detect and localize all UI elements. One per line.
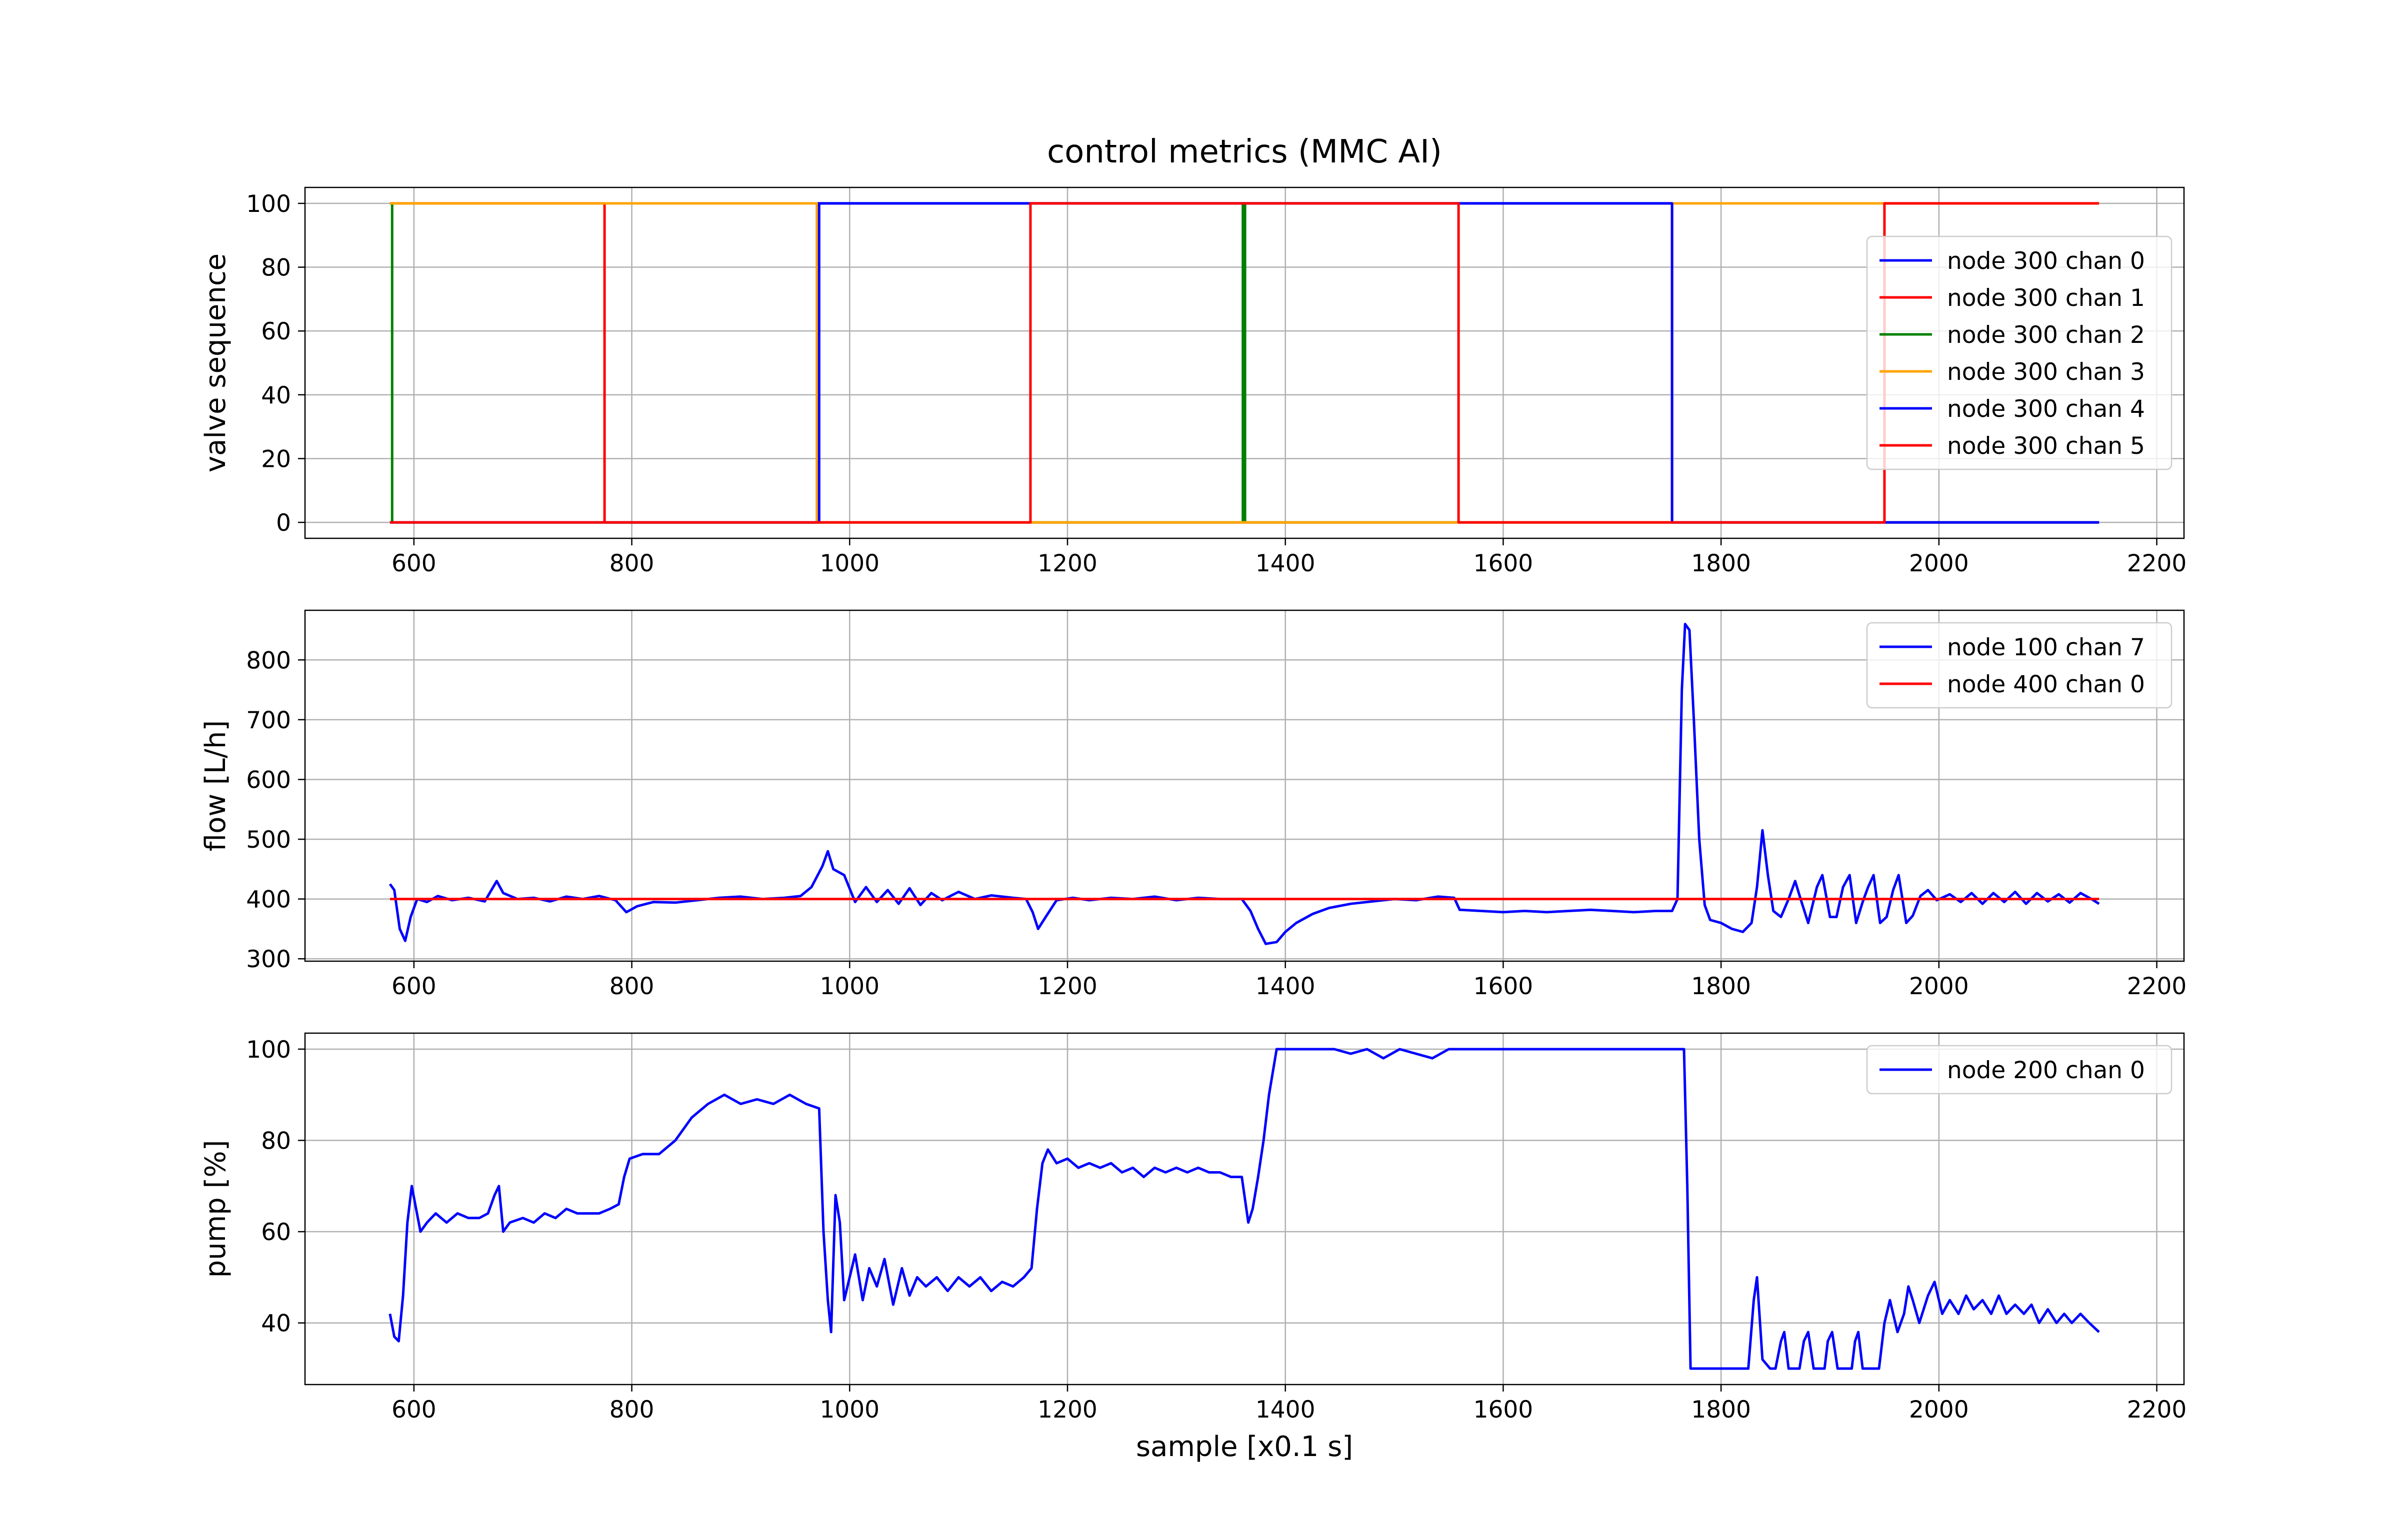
valve-sequence-x-tick-label: 2000 <box>1909 550 1969 577</box>
flow-legend-label: node 100 chan 7 <box>1947 634 2145 661</box>
valve-sequence-series-group <box>390 202 2100 524</box>
flow-x-tick-label: 1800 <box>1691 973 1751 1000</box>
valve-sequence-x-tick-label: 1200 <box>1038 550 1098 577</box>
flow-x-tick-label: 2200 <box>2127 973 2187 1000</box>
pump-legend-frame <box>1866 1045 2172 1095</box>
flow-x-tick-label: 2000 <box>1909 973 1969 1000</box>
flow-x-tick-label: 1400 <box>1256 973 1316 1000</box>
pump-x-tick-label: 1000 <box>820 1396 880 1424</box>
flow-x-tick-label: 800 <box>610 973 654 1000</box>
valve-sequence-x-tick-label: 800 <box>610 550 654 577</box>
valve-sequence-x-tick-label: 600 <box>392 550 436 577</box>
flow-legend: node 100 chan 7 node 400 chan 0 <box>1866 622 2172 709</box>
pump-x-tick-label: 2200 <box>2127 1396 2187 1424</box>
flow-axes-frame <box>304 609 2185 962</box>
valve-sequence-legend-frame <box>1866 235 2172 470</box>
flow-x-tick-label: 1200 <box>1038 973 1098 1000</box>
pump-x-tick-label: 1600 <box>1474 1396 1534 1424</box>
valve-sequence-x-tick-label: 2200 <box>2127 550 2187 577</box>
pump-axes-frame <box>304 1032 2185 1386</box>
valve-sequence-legend-label: node 300 chan 0 <box>1947 247 2145 275</box>
valve-sequence-legend-label: node 300 chan 1 <box>1947 284 2145 312</box>
pump-subplot: 600 800 1000 1200 1400 1600 1800 2000 2200 40 60 80… <box>200 1032 2187 1424</box>
valve-sequence-subplot: 600 800 1000 1200 1400 1600 1800 2000 2200 0 20 40 6… <box>200 186 2187 577</box>
valve-sequence-legend-label: node 300 chan 2 <box>1947 321 2145 349</box>
valve-sequence-legend-label: node 300 chan 4 <box>1947 395 2145 423</box>
valve-sequence-legend: node 300 chan 0 node 300 chan 1 node 300 c… <box>1866 235 2172 470</box>
flow-y-tick-label: 400 <box>246 886 291 914</box>
valve-sequence-axes-frame <box>304 186 2185 539</box>
flow-legend-label: node 400 chan 0 <box>1947 671 2145 698</box>
valve-sequence-y-tick-label: 20 <box>261 445 291 473</box>
flow-y-tick-label: 800 <box>246 647 291 674</box>
flow-x-tick-label: 600 <box>392 973 436 1000</box>
valve-sequence-x-tick-label: 1000 <box>820 550 880 577</box>
pump-legend-label: node 200 chan 0 <box>1947 1057 2145 1084</box>
valve-sequence-x-tick-label: 1800 <box>1691 550 1751 577</box>
valve-sequence-x-tick-label: 1600 <box>1474 550 1534 577</box>
flow-x-tick-label: 1600 <box>1474 973 1534 1000</box>
pump-legend: node 200 chan 0 <box>1866 1045 2172 1095</box>
pump-x-tick-label: 800 <box>610 1396 654 1424</box>
pump-x-tick-label: 2000 <box>1909 1396 1969 1424</box>
valve-sequence-series-line-2 <box>390 202 2100 524</box>
pump-y-tick-label: 80 <box>261 1128 291 1155</box>
flow-series-group <box>388 623 2100 945</box>
pump-y-tick-label: 60 <box>261 1219 291 1246</box>
valve-sequence-y-tick-label: 80 <box>261 254 291 282</box>
pump-grid <box>305 1033 2184 1385</box>
x-axis-label: sample [x0.1 s] <box>1136 1431 1353 1463</box>
pump-x-tick-label: 1800 <box>1691 1396 1751 1424</box>
valve-sequence-series-line-3 <box>390 202 2100 524</box>
flow-y-tick-label: 500 <box>246 826 291 854</box>
pump-x-tick-label: 1200 <box>1038 1396 1098 1424</box>
valve-sequence-legend-label: node 300 chan 5 <box>1947 432 2145 460</box>
valve-sequence-y-tick-label: 0 <box>276 509 291 537</box>
flow-subplot: 600 800 1000 1200 1400 1600 1800 2000 2200 300 400… <box>200 609 2187 1000</box>
valve-sequence-y-tick-label: 60 <box>261 318 291 345</box>
pump-y-tick-label: 100 <box>246 1036 291 1064</box>
valve-sequence-x-tick-label: 1400 <box>1256 550 1316 577</box>
valve-sequence-y-tick-label: 100 <box>246 190 291 218</box>
valve-sequence-y-axis-label: valve sequence <box>200 253 232 472</box>
flow-y-axis-label: flow [L/h] <box>200 720 232 851</box>
pump-x-tick-label: 1400 <box>1256 1396 1316 1424</box>
pump-series-group <box>388 1048 2100 1370</box>
figure-title: control metrics (MMC AI) <box>1047 133 1442 170</box>
pump-y-tick-label: 40 <box>261 1310 291 1338</box>
flow-x-tick-label: 1000 <box>820 973 880 1000</box>
flow-y-tick-label: 600 <box>246 766 291 794</box>
flow-legend-frame <box>1866 622 2172 709</box>
flow-y-tick-label: 300 <box>246 946 291 973</box>
valve-sequence-legend-label: node 300 chan 3 <box>1947 358 2145 386</box>
pump-x-tick-label: 600 <box>392 1396 436 1424</box>
flow-y-tick-label: 700 <box>246 707 291 734</box>
pump-y-axis-label: pump [%] <box>200 1140 232 1278</box>
pump-series-line-0 <box>388 1048 2100 1370</box>
valve-sequence-y-tick-label: 40 <box>261 382 291 409</box>
